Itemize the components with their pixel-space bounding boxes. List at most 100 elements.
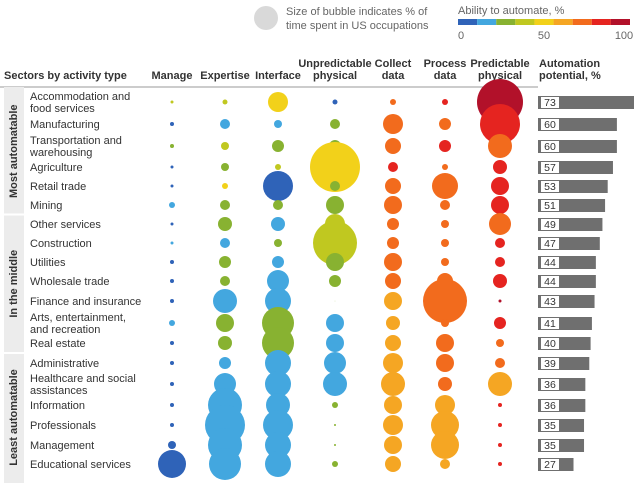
bubble-manage (170, 144, 174, 148)
potential-label-box (541, 257, 559, 268)
bubble-collect_data (385, 456, 401, 472)
bubble-process_data (438, 377, 452, 391)
potential-label-box (541, 420, 559, 431)
bubble-collect_data (384, 396, 402, 414)
bubble-process_data (423, 279, 467, 323)
legend-color-segment (496, 19, 516, 25)
bubble-manage (158, 450, 186, 478)
legend-color-tick: 50 (538, 30, 550, 42)
bubble-interface (265, 432, 291, 458)
bubble-collect_data (384, 196, 402, 214)
bubble-manage (169, 320, 175, 326)
bubble-unpredictable_physical (332, 402, 338, 408)
bubble-expertise (222, 183, 228, 189)
potential-value: 35 (544, 440, 556, 452)
potential-label-box (541, 459, 559, 470)
bubble-unpredictable_physical (332, 99, 338, 105)
group-label: Least automatable (8, 369, 20, 466)
bubble-interface (265, 451, 291, 477)
bubble-process_data (431, 431, 459, 459)
column-header-process_data: data (434, 70, 458, 82)
bubble-process_data (440, 200, 450, 210)
potential-label-box (541, 200, 559, 211)
potential-label-box (541, 238, 559, 249)
bubble-process_data (441, 319, 449, 327)
column-header-interface: Interface (255, 70, 301, 82)
bubble-collect_data (383, 114, 403, 134)
bubble-predictable_physical (493, 160, 507, 174)
legend-color-title: Ability to automate, % (458, 5, 565, 17)
bubble-process_data (442, 164, 448, 170)
column-header-collect_data: data (382, 70, 406, 82)
bubble-unpredictable_physical (326, 253, 344, 271)
bubble-manage (168, 441, 176, 449)
bubble-interface (262, 327, 294, 359)
potential-value: 49 (544, 219, 556, 231)
bubble-interface (275, 164, 281, 170)
sector-label: Finance and insurance (30, 296, 141, 308)
bubble-interface (267, 270, 289, 292)
bubble-process_data (441, 258, 449, 266)
potential-value: 27 (544, 459, 556, 471)
bubble-predictable_physical (488, 134, 512, 158)
bubble-collect_data (384, 253, 402, 271)
potential-value: 40 (544, 338, 556, 350)
bubble-process_data (436, 334, 454, 352)
bubble-unpredictable_physical (329, 275, 341, 287)
bubble-process_data (431, 411, 459, 439)
column-header-predictable_physical: Predictable (470, 58, 529, 70)
bubble-unpredictable_physical (324, 352, 346, 374)
column-header-process_data: Process (424, 58, 467, 70)
sector-label: and recreation (30, 324, 100, 336)
bubble-expertise (219, 256, 231, 268)
bubble-predictable_physical (491, 196, 509, 214)
bubble-expertise (209, 448, 241, 480)
sector-label: Manufacturing (30, 119, 100, 131)
bubble-expertise (216, 314, 234, 332)
bubble-expertise (220, 276, 230, 286)
bubble-unpredictable_physical (330, 181, 340, 191)
bubble-collect_data (385, 273, 401, 289)
bubble-interface (266, 393, 290, 417)
bubble-interface (263, 171, 293, 201)
potential-value: 44 (544, 276, 556, 288)
potential-value: 36 (544, 400, 556, 412)
potential-label-box (541, 358, 559, 369)
column-header-collect_data: Collect (375, 58, 412, 70)
bubble-predictable_physical (488, 372, 512, 396)
legend-color-segment (534, 19, 554, 25)
legend-color-segment (477, 19, 497, 25)
bubble-interface (268, 92, 288, 112)
bubble-manage (170, 299, 174, 303)
bubble-unpredictable_physical (313, 221, 357, 265)
bubble-collect_data (385, 335, 401, 351)
column-header-unpredictable_physical: Unpredictable (298, 58, 371, 70)
potential-header: potential, % (539, 70, 601, 82)
bubble-predictable_physical (498, 403, 502, 407)
bubble-interface (272, 140, 284, 152)
sector-label: Information (30, 400, 85, 412)
bubble-process_data (442, 99, 448, 105)
bubble-manage (170, 403, 174, 407)
bubble-collect_data (381, 372, 405, 396)
column-header-manage: Manage (152, 70, 193, 82)
bubble-interface (265, 288, 291, 314)
bubble-collect_data (388, 162, 398, 172)
legend-color-tick: 100 (615, 30, 633, 42)
bubble-manage (170, 165, 174, 169)
bubble-collect_data (386, 316, 400, 330)
sector-label: Management (30, 440, 94, 452)
sector-label: Utilities (30, 257, 66, 269)
bubble-expertise (220, 200, 230, 210)
column-header-expertise: Expertise (200, 70, 250, 82)
bubble-unpredictable_physical (332, 461, 338, 467)
bubble-predictable_physical (495, 358, 505, 368)
bubble-expertise (221, 163, 229, 171)
potential-value: 35 (544, 420, 556, 432)
potential-value: 44 (544, 257, 556, 269)
bubble-collect_data (384, 436, 402, 454)
potential-label-box (541, 318, 559, 329)
bubble-predictable_physical (493, 274, 507, 288)
bubble-predictable_physical (494, 317, 506, 329)
sector-label: Construction (30, 238, 92, 250)
